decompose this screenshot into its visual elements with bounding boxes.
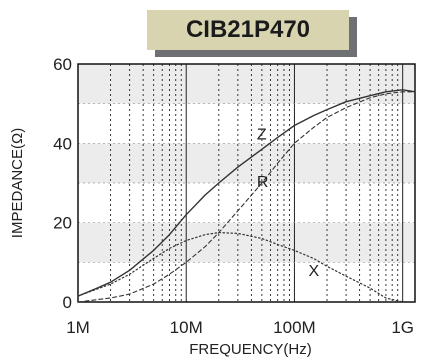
y-axis-label: IMPEDANCE(Ω) [9,128,26,238]
background-band [78,143,415,183]
background-band [78,223,415,263]
y-tick-label: 60 [53,55,72,74]
x-tick-label: 10M [170,318,203,337]
x-tick-label: 100M [273,318,316,337]
series-line-z [78,90,415,296]
background-bands [78,64,415,262]
series-label-z: Z [257,126,267,143]
series-layer [78,90,415,302]
series-label-x: X [309,263,320,280]
y-tick-label: 40 [53,134,72,153]
x-axis-label: FREQUENCY(Hz) [189,341,312,358]
x-tick-label: 1M [66,318,90,337]
series-label-r: R [257,174,269,191]
y-tick-label: 0 [63,293,72,312]
x-tick-label: 1G [391,318,414,337]
y-tick-label: 20 [53,214,72,233]
